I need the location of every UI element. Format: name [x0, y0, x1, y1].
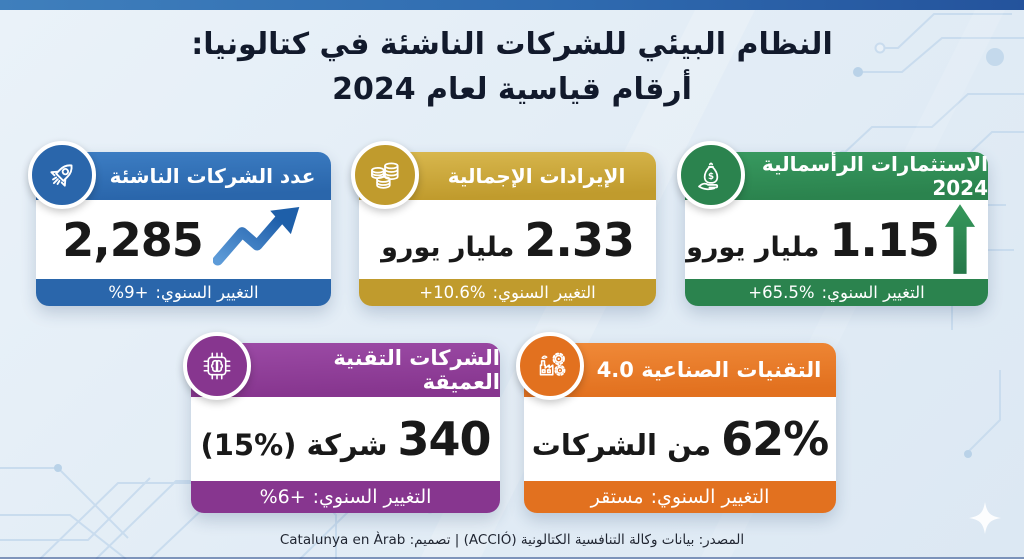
- factory-gears-icon: [516, 332, 584, 400]
- stat-card-revenue: الإيرادات الإجمالية 2.33 مليار يورو التغ…: [351, 141, 656, 306]
- card-value-revenue: 2.33 مليار يورو: [359, 200, 656, 279]
- card-change-deeptech: التغيير السنوي: +6%: [191, 481, 500, 513]
- change-value: +9%: [108, 283, 149, 302]
- coins-icon: [351, 141, 419, 209]
- sparkle-icon: [969, 502, 1001, 534]
- money-bag-hand-icon: $: [677, 141, 745, 209]
- revenue-unit: مليار يورو: [381, 231, 515, 263]
- page-title: النظام البيئي للشركات الناشئة في كتالوني…: [0, 22, 1024, 112]
- card-change-investments: التغيير السنوي: +65.5%: [685, 279, 988, 306]
- revenue-value: 2.33: [524, 212, 634, 267]
- deeptech-value: 340: [397, 412, 492, 466]
- card-header-label: الشركات التقنية العميقة: [333, 346, 500, 394]
- bottom-accent-line: [0, 557, 1024, 559]
- stat-card-industry40: التقنيات الصناعية 4.0 62% من الشركات الت…: [516, 332, 836, 513]
- investments-value: 1.15: [829, 212, 939, 267]
- stat-card-investments: $ الاستثمارات الرأسمالية 2024 1.15 مليار…: [677, 141, 988, 306]
- change-label: التغيير السنوي:: [650, 486, 770, 508]
- card-header-label: عدد الشركات الناشئة: [109, 164, 316, 188]
- source-credit: المصدر: بيانات وكالة التنافسية الكتالوني…: [279, 532, 745, 548]
- industry40-suffix: من الشركات: [531, 428, 712, 462]
- change-value: +10.6%: [419, 283, 486, 302]
- stat-card-startups: عدد الشركات الناشئة 2,285 التغيير السنوي…: [28, 141, 331, 306]
- up-arrow-icon: [944, 204, 976, 274]
- page-title-line2: أرقام قياسية لعام 2024: [332, 72, 692, 107]
- card-value-startups: 2,285: [36, 200, 331, 279]
- change-label: التغيير السنوي:: [312, 486, 432, 508]
- startups-count-value: 2,285: [62, 212, 204, 267]
- card-value-deeptech: 340 شركة (%15): [191, 397, 500, 481]
- change-label: التغيير السنوي:: [492, 283, 596, 302]
- investments-unit: مليار يورو: [686, 231, 820, 263]
- dollar-symbol: $: [708, 172, 714, 182]
- deeptech-suffix: شركة (%15): [200, 428, 388, 462]
- trend-up-zigzag-arrow-icon: [212, 206, 300, 266]
- card-header-label: الإيرادات الإجمالية: [447, 164, 626, 188]
- top-accent-bar: [0, 0, 1024, 10]
- card-header-label: الاستثمارات الرأسمالية 2024: [761, 152, 988, 200]
- change-value: +6%: [259, 486, 306, 508]
- card-change-startups: التغيير السنوي: +9%: [36, 279, 331, 306]
- industry40-value: 62%: [721, 412, 829, 466]
- page-title-line1: النظام البيئي للشركات الناشئة في كتالوني…: [191, 27, 833, 62]
- card-change-revenue: التغيير السنوي: +10.6%: [359, 279, 656, 306]
- brain-chip-icon: [183, 332, 251, 400]
- change-value: +65.5%: [748, 283, 815, 302]
- card-value-investments: 1.15 مليار يورو: [685, 200, 988, 279]
- rocket-icon: [28, 141, 96, 209]
- card-change-industry40: التغيير السنوي: مستقر: [524, 481, 836, 513]
- change-value: مستقر: [590, 486, 644, 508]
- card-value-industry40: 62% من الشركات: [524, 397, 836, 481]
- change-label: التغيير السنوي:: [821, 283, 925, 302]
- change-label: التغيير السنوي:: [155, 283, 259, 302]
- card-header-label: التقنيات الصناعية 4.0: [596, 358, 822, 382]
- stat-card-deeptech: الشركات التقنية العميقة 340 شركة (%15) ا…: [183, 332, 500, 513]
